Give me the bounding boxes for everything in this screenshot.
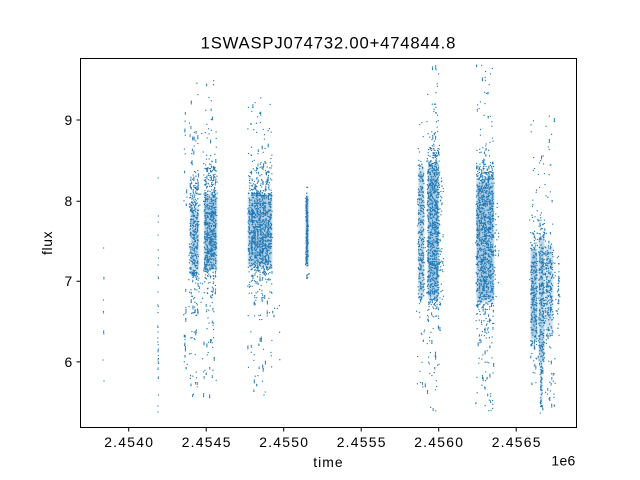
svg-text:2.4545: 2.4545 (182, 434, 232, 450)
svg-text:2.4555: 2.4555 (337, 434, 387, 450)
svg-text:2.4560: 2.4560 (414, 434, 464, 450)
svg-text:9: 9 (64, 112, 72, 128)
svg-text:time: time (313, 454, 343, 470)
svg-text:1SWASPJ074732.00+474844.8: 1SWASPJ074732.00+474844.8 (201, 34, 457, 53)
svg-text:2.4550: 2.4550 (259, 434, 309, 450)
svg-text:2.4540: 2.4540 (104, 434, 154, 450)
svg-text:2.4565: 2.4565 (492, 434, 542, 450)
svg-text:6: 6 (64, 354, 72, 370)
svg-text:1e6: 1e6 (551, 452, 575, 468)
svg-text:flux: flux (39, 231, 55, 255)
svg-text:8: 8 (64, 193, 72, 209)
svg-text:7: 7 (64, 273, 72, 289)
